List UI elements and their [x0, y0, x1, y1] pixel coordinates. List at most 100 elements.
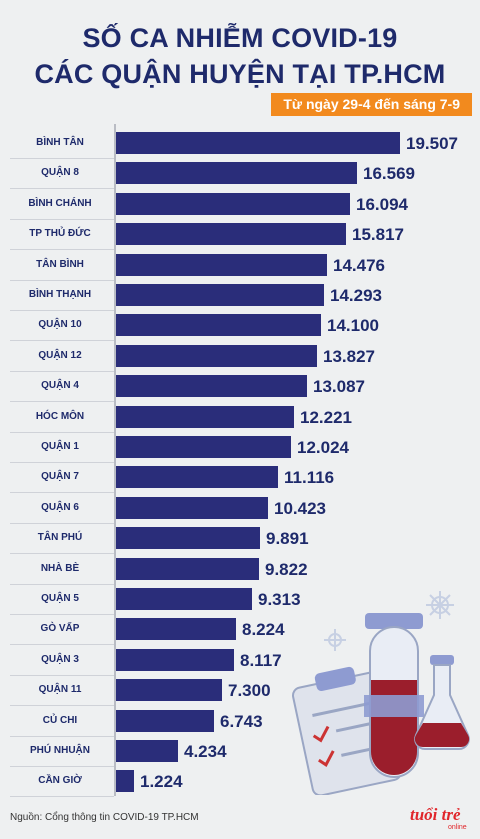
bar	[116, 679, 222, 702]
value-label: 14.476	[333, 255, 385, 275]
bar	[116, 344, 317, 367]
category-label: QUẬN 6	[41, 501, 79, 513]
row-separator	[10, 796, 114, 798]
row-separator	[10, 674, 114, 676]
value-label: 8.224	[242, 620, 285, 640]
category-label: BÌNH CHÁNH	[28, 197, 92, 209]
row-separator	[10, 370, 114, 372]
value-label: 9.313	[258, 590, 301, 609]
row-separator	[10, 766, 114, 767]
category-label: QUẬN 7	[41, 471, 79, 483]
value-label: 12.221	[300, 407, 352, 427]
bar	[116, 648, 234, 671]
category-label: TÂN PHÚ	[37, 532, 83, 544]
value-label: 12.024	[297, 438, 349, 457]
bar	[116, 375, 307, 398]
bar	[116, 770, 134, 793]
date-range-badge: Từ ngày 29-4 đến sáng 7-9	[271, 93, 472, 116]
bar	[116, 162, 357, 185]
value-label: 19.507	[406, 134, 458, 153]
bar	[116, 527, 260, 550]
bar	[116, 740, 178, 762]
bar	[116, 496, 268, 519]
row-separator	[10, 401, 114, 403]
bar	[116, 253, 327, 276]
tuoi-tre-logo: tuổi trẻ online	[410, 805, 467, 831]
category-label: TP THỦ ĐỨC	[29, 228, 91, 240]
svg-text:online: online	[448, 824, 467, 831]
category-label: QUẬN 3	[41, 653, 79, 665]
row-separator	[10, 249, 114, 251]
value-label: 13.087	[313, 377, 365, 397]
bar	[116, 436, 291, 458]
category-label: BÌNH THẠNH	[28, 289, 92, 300]
row-separator	[10, 279, 114, 281]
category-label: QUẬN 10	[38, 319, 82, 331]
row-separator	[10, 158, 114, 159]
virus-icon	[426, 591, 454, 619]
bar	[116, 132, 400, 154]
title-line-1: SỐ CA NHIỄM COVID-19	[82, 23, 398, 53]
category-label: NHÀ BÈ	[40, 562, 80, 574]
category-label: BÌNH TÂN	[36, 137, 84, 148]
value-label: 16.569	[363, 164, 415, 184]
flask-icon	[414, 655, 470, 750]
value-label: 9.822	[265, 559, 308, 579]
row-separator	[10, 492, 114, 494]
row-separator	[10, 705, 114, 707]
value-label: 8.117	[240, 650, 282, 670]
value-label: 14.100	[327, 316, 379, 336]
bar	[116, 405, 294, 428]
category-label: HÓC MÔN	[35, 410, 85, 422]
value-label: 11.116	[284, 468, 335, 488]
row-separator	[10, 431, 114, 433]
svg-text:tuổi trẻ: tuổi trẻ	[410, 805, 461, 824]
row-separator	[10, 340, 114, 342]
category-label: GÒ VẤP	[40, 623, 80, 635]
bar	[116, 223, 346, 246]
value-label: 9.891	[266, 529, 309, 549]
chart-title: SỐ CA NHIỄM COVID-19 CÁC QUẬN HUYỆN TẠI …	[0, 20, 480, 92]
bar	[116, 709, 214, 732]
row-separator	[10, 553, 114, 555]
row-separator	[10, 462, 114, 463]
bar	[116, 557, 259, 580]
category-label: CẦN GIỜ	[38, 775, 82, 787]
value-label: 7.300	[228, 681, 271, 701]
value-label: 4.234	[184, 742, 227, 761]
bar	[116, 466, 278, 489]
category-label: QUẬN 12	[38, 349, 82, 361]
y-axis-line	[114, 124, 116, 796]
category-label: QUẬN 1	[41, 441, 79, 452]
bar	[116, 588, 252, 610]
value-label: 14.293	[330, 286, 382, 305]
virus-icon	[324, 629, 346, 651]
lab-illustration	[292, 591, 470, 795]
row-separator	[10, 522, 114, 524]
title-line-2: CÁC QUẬN HUYỆN TẠI TP.HCM	[34, 59, 446, 89]
value-label: 16.094	[356, 194, 408, 214]
category-label: QUẬN 5	[41, 593, 79, 604]
row-separator	[10, 644, 114, 646]
test-tube-icon	[364, 613, 424, 778]
value-label: 10.423	[274, 498, 326, 518]
row-separator	[10, 188, 114, 190]
row-separator	[10, 583, 114, 585]
category-label: CỦ CHI	[42, 714, 78, 726]
bar	[116, 618, 236, 641]
row-separator	[10, 310, 114, 311]
category-label: QUẬN 11	[38, 684, 82, 696]
value-label: 1.224	[140, 772, 183, 792]
category-label: TÂN BÌNH	[36, 258, 84, 270]
category-label: PHÚ NHUẬN	[30, 745, 90, 756]
value-label: 15.817	[352, 225, 404, 245]
value-label: 6.743	[220, 711, 263, 731]
bar	[116, 192, 350, 215]
category-label: QUẬN 4	[41, 380, 79, 392]
row-separator	[10, 218, 114, 220]
value-label: 13.827	[323, 346, 375, 366]
row-separator	[10, 735, 114, 737]
category-label: QUẬN 8	[41, 167, 79, 179]
bar	[116, 284, 324, 306]
source-note: Nguồn: Cổng thông tin COVID-19 TP.HCM	[10, 812, 199, 823]
